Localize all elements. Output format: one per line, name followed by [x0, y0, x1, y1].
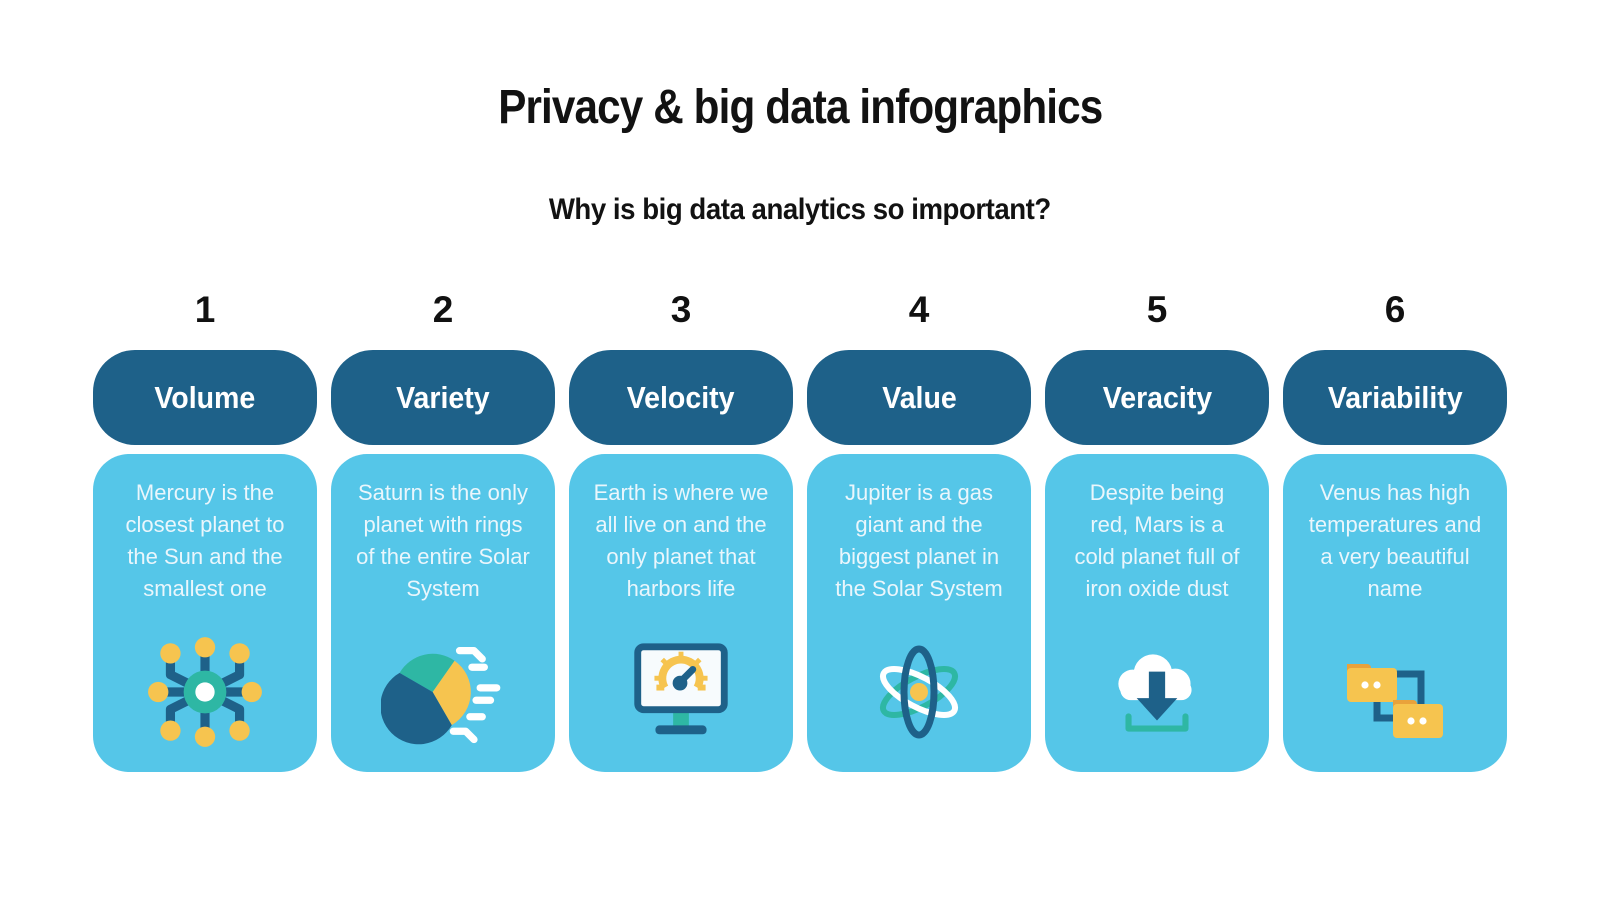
card-description: Despite being red, Mars is a cold planet…: [1074, 480, 1240, 601]
header-pill-value: Value: [807, 350, 1031, 445]
column-variety: 2 Variety Saturn is the only planet with…: [331, 288, 555, 772]
header-pill-label: Value: [881, 379, 957, 415]
page-title: Privacy & big data infographics: [0, 0, 1600, 134]
card-icon-area: [381, 626, 505, 758]
pie-chart-icon: [381, 647, 501, 745]
card-icon-area: [144, 626, 266, 758]
columns-row: 1 Volume Mercury is the closest planet t…: [0, 288, 1600, 772]
header-pill-variety: Variety: [331, 350, 555, 445]
connected-folders-icon: [1347, 664, 1443, 738]
card-variety: Saturn is the only planet with rings of …: [331, 454, 555, 772]
card-velocity: Earth is where we all live on and the on…: [569, 454, 793, 772]
page-subtitle: Why is big data analytics so important?: [0, 192, 1600, 228]
header-pill-velocity: Velocity: [569, 350, 793, 445]
header-pill-label: Variability: [1327, 379, 1463, 415]
header-pill-label: Veracity: [1102, 379, 1212, 415]
card-description: Mercury is the closest planet to the Sun…: [125, 480, 285, 601]
card-variability: Venus has high temperatures and a very b…: [1283, 454, 1507, 772]
card-veracity: Despite being red, Mars is a cold planet…: [1045, 454, 1269, 772]
atom-icon: [879, 645, 959, 739]
column-volume: 1 Volume Mercury is the closest planet t…: [93, 288, 317, 772]
header-pill-volume: Volume: [93, 350, 317, 445]
network-nodes-icon: [148, 637, 262, 747]
card-icon-area: [859, 626, 979, 758]
header-pill-label: Variety: [396, 379, 490, 415]
page-title-text: Privacy & big data infographics: [497, 81, 1103, 134]
speedometer-monitor-icon: [634, 643, 728, 735]
header-pill-label: Velocity: [627, 379, 735, 415]
header-pill-variability: Variability: [1283, 350, 1507, 445]
column-veracity: 5 Veracity Despite being red, Mars is a …: [1045, 288, 1269, 772]
card-description: Earth is where we all live on and the on…: [593, 480, 769, 601]
card-value: Jupiter is a gas giant and the biggest p…: [807, 454, 1031, 772]
column-number: 4: [908, 289, 930, 330]
column-number: 6: [1384, 289, 1406, 330]
column-number: 5: [1146, 289, 1168, 330]
cloud-download-icon: [1118, 654, 1192, 732]
column-number: 3: [670, 289, 692, 330]
column-number: 2: [432, 289, 454, 330]
card-icon-area: [1096, 626, 1218, 758]
column-number: 1: [194, 289, 216, 330]
column-value: 4 Value Jupiter is a gas giant and the b…: [807, 288, 1031, 772]
column-variability: 6 Variability Venus has high temperature…: [1283, 288, 1507, 772]
card-volume: Mercury is the closest planet to the Sun…: [93, 454, 317, 772]
page-subtitle-text: Why is big data analytics so important?: [549, 193, 1051, 226]
card-icon-area: [1335, 626, 1455, 758]
card-icon-area: [622, 626, 740, 758]
column-velocity: 3 Velocity Earth is where we all live on…: [569, 288, 793, 772]
card-description: Venus has high temperatures and a very b…: [1308, 480, 1482, 601]
header-pill-veracity: Veracity: [1045, 350, 1269, 445]
card-description: Jupiter is a gas giant and the biggest p…: [835, 480, 1003, 601]
header-pill-label: Volume: [154, 379, 256, 415]
card-description: Saturn is the only planet with rings of …: [356, 480, 530, 601]
